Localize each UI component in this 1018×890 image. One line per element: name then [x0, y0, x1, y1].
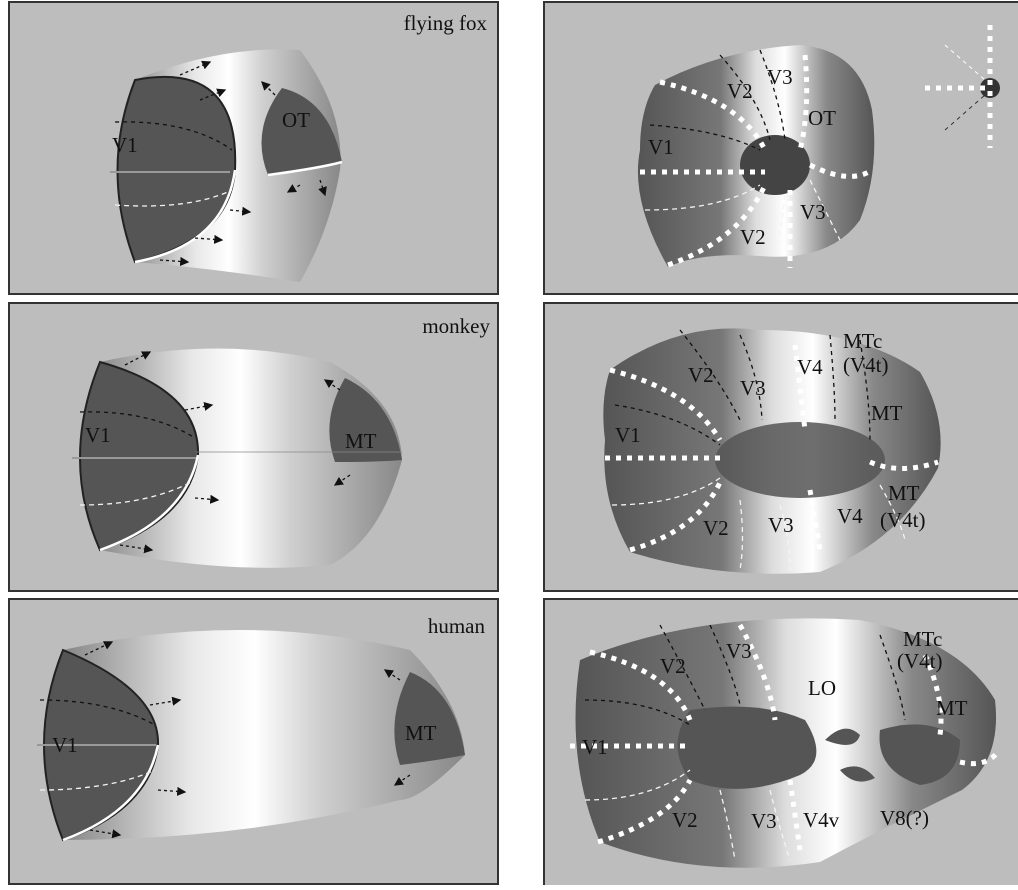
label: V3 — [800, 200, 826, 224]
cortex-monkey — [72, 348, 402, 568]
label: MT — [345, 429, 377, 453]
label: V3 — [751, 809, 777, 833]
label: V8(?) — [880, 806, 929, 830]
label: MTc — [903, 627, 942, 651]
label: V1 — [112, 133, 138, 157]
label: V2 — [740, 225, 766, 249]
label: V2 — [727, 79, 753, 103]
label: MT — [405, 721, 437, 745]
label: MTc — [843, 329, 882, 353]
map-human — [570, 618, 1000, 868]
label: OT — [282, 108, 310, 132]
label: V1 — [52, 733, 78, 757]
label: OT — [808, 106, 836, 130]
label: V1 — [582, 735, 608, 759]
label: V1 — [648, 135, 674, 159]
label: V3 — [768, 513, 794, 537]
label: V2 — [672, 808, 698, 832]
label: monkey — [422, 314, 490, 338]
label: flying fox — [404, 11, 488, 35]
label: V1 — [615, 423, 641, 447]
label: V3 — [740, 376, 766, 400]
label: V1 — [85, 423, 111, 447]
label: LO — [808, 676, 836, 700]
label: V3 — [726, 639, 752, 663]
label: (V4t) — [897, 649, 943, 673]
label: (V4t) — [880, 508, 926, 532]
label: V2 — [688, 363, 714, 387]
cortex-human — [37, 630, 465, 842]
label: V2 — [660, 654, 686, 678]
map-flying-fox — [637, 25, 1000, 268]
label: V2 — [703, 516, 729, 540]
label: MT — [888, 481, 920, 505]
label: V4 — [837, 504, 863, 528]
label: MT — [871, 401, 903, 425]
label: (V4t) — [843, 353, 889, 377]
label: human — [428, 614, 486, 638]
label: MT — [936, 696, 968, 720]
label: V4 — [797, 355, 823, 379]
label: V4v — [803, 808, 840, 832]
label: V3 — [767, 65, 793, 89]
map-monkey — [603, 328, 941, 574]
cortex-flying-fox — [110, 49, 343, 282]
